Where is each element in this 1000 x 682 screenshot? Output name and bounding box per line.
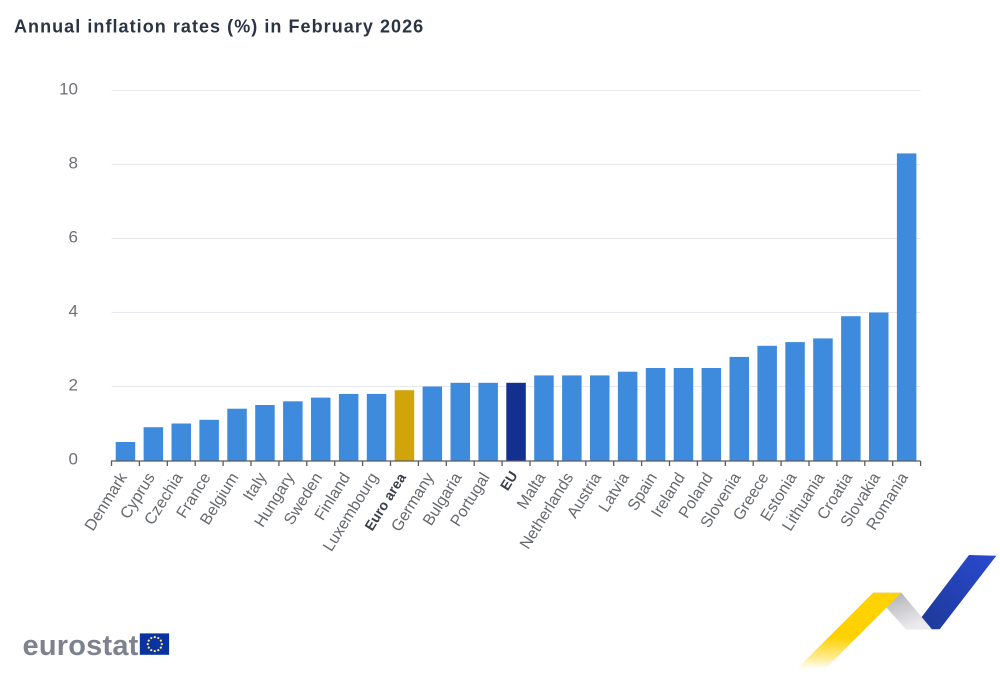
svg-text:2: 2 bbox=[69, 376, 78, 395]
svg-text:10: 10 bbox=[59, 80, 78, 99]
svg-text:6: 6 bbox=[69, 228, 78, 247]
svg-text:Latvia: Latvia bbox=[596, 470, 633, 515]
svg-text:0: 0 bbox=[69, 450, 78, 469]
svg-text:EU: EU bbox=[497, 468, 521, 493]
svg-text:4: 4 bbox=[69, 302, 78, 321]
svg-text:Annual inflation rates (%) in: Annual inflation rates (%) in February 2… bbox=[14, 17, 424, 37]
svg-text:eurostat: eurostat bbox=[23, 630, 139, 662]
svg-text:8: 8 bbox=[69, 154, 78, 173]
